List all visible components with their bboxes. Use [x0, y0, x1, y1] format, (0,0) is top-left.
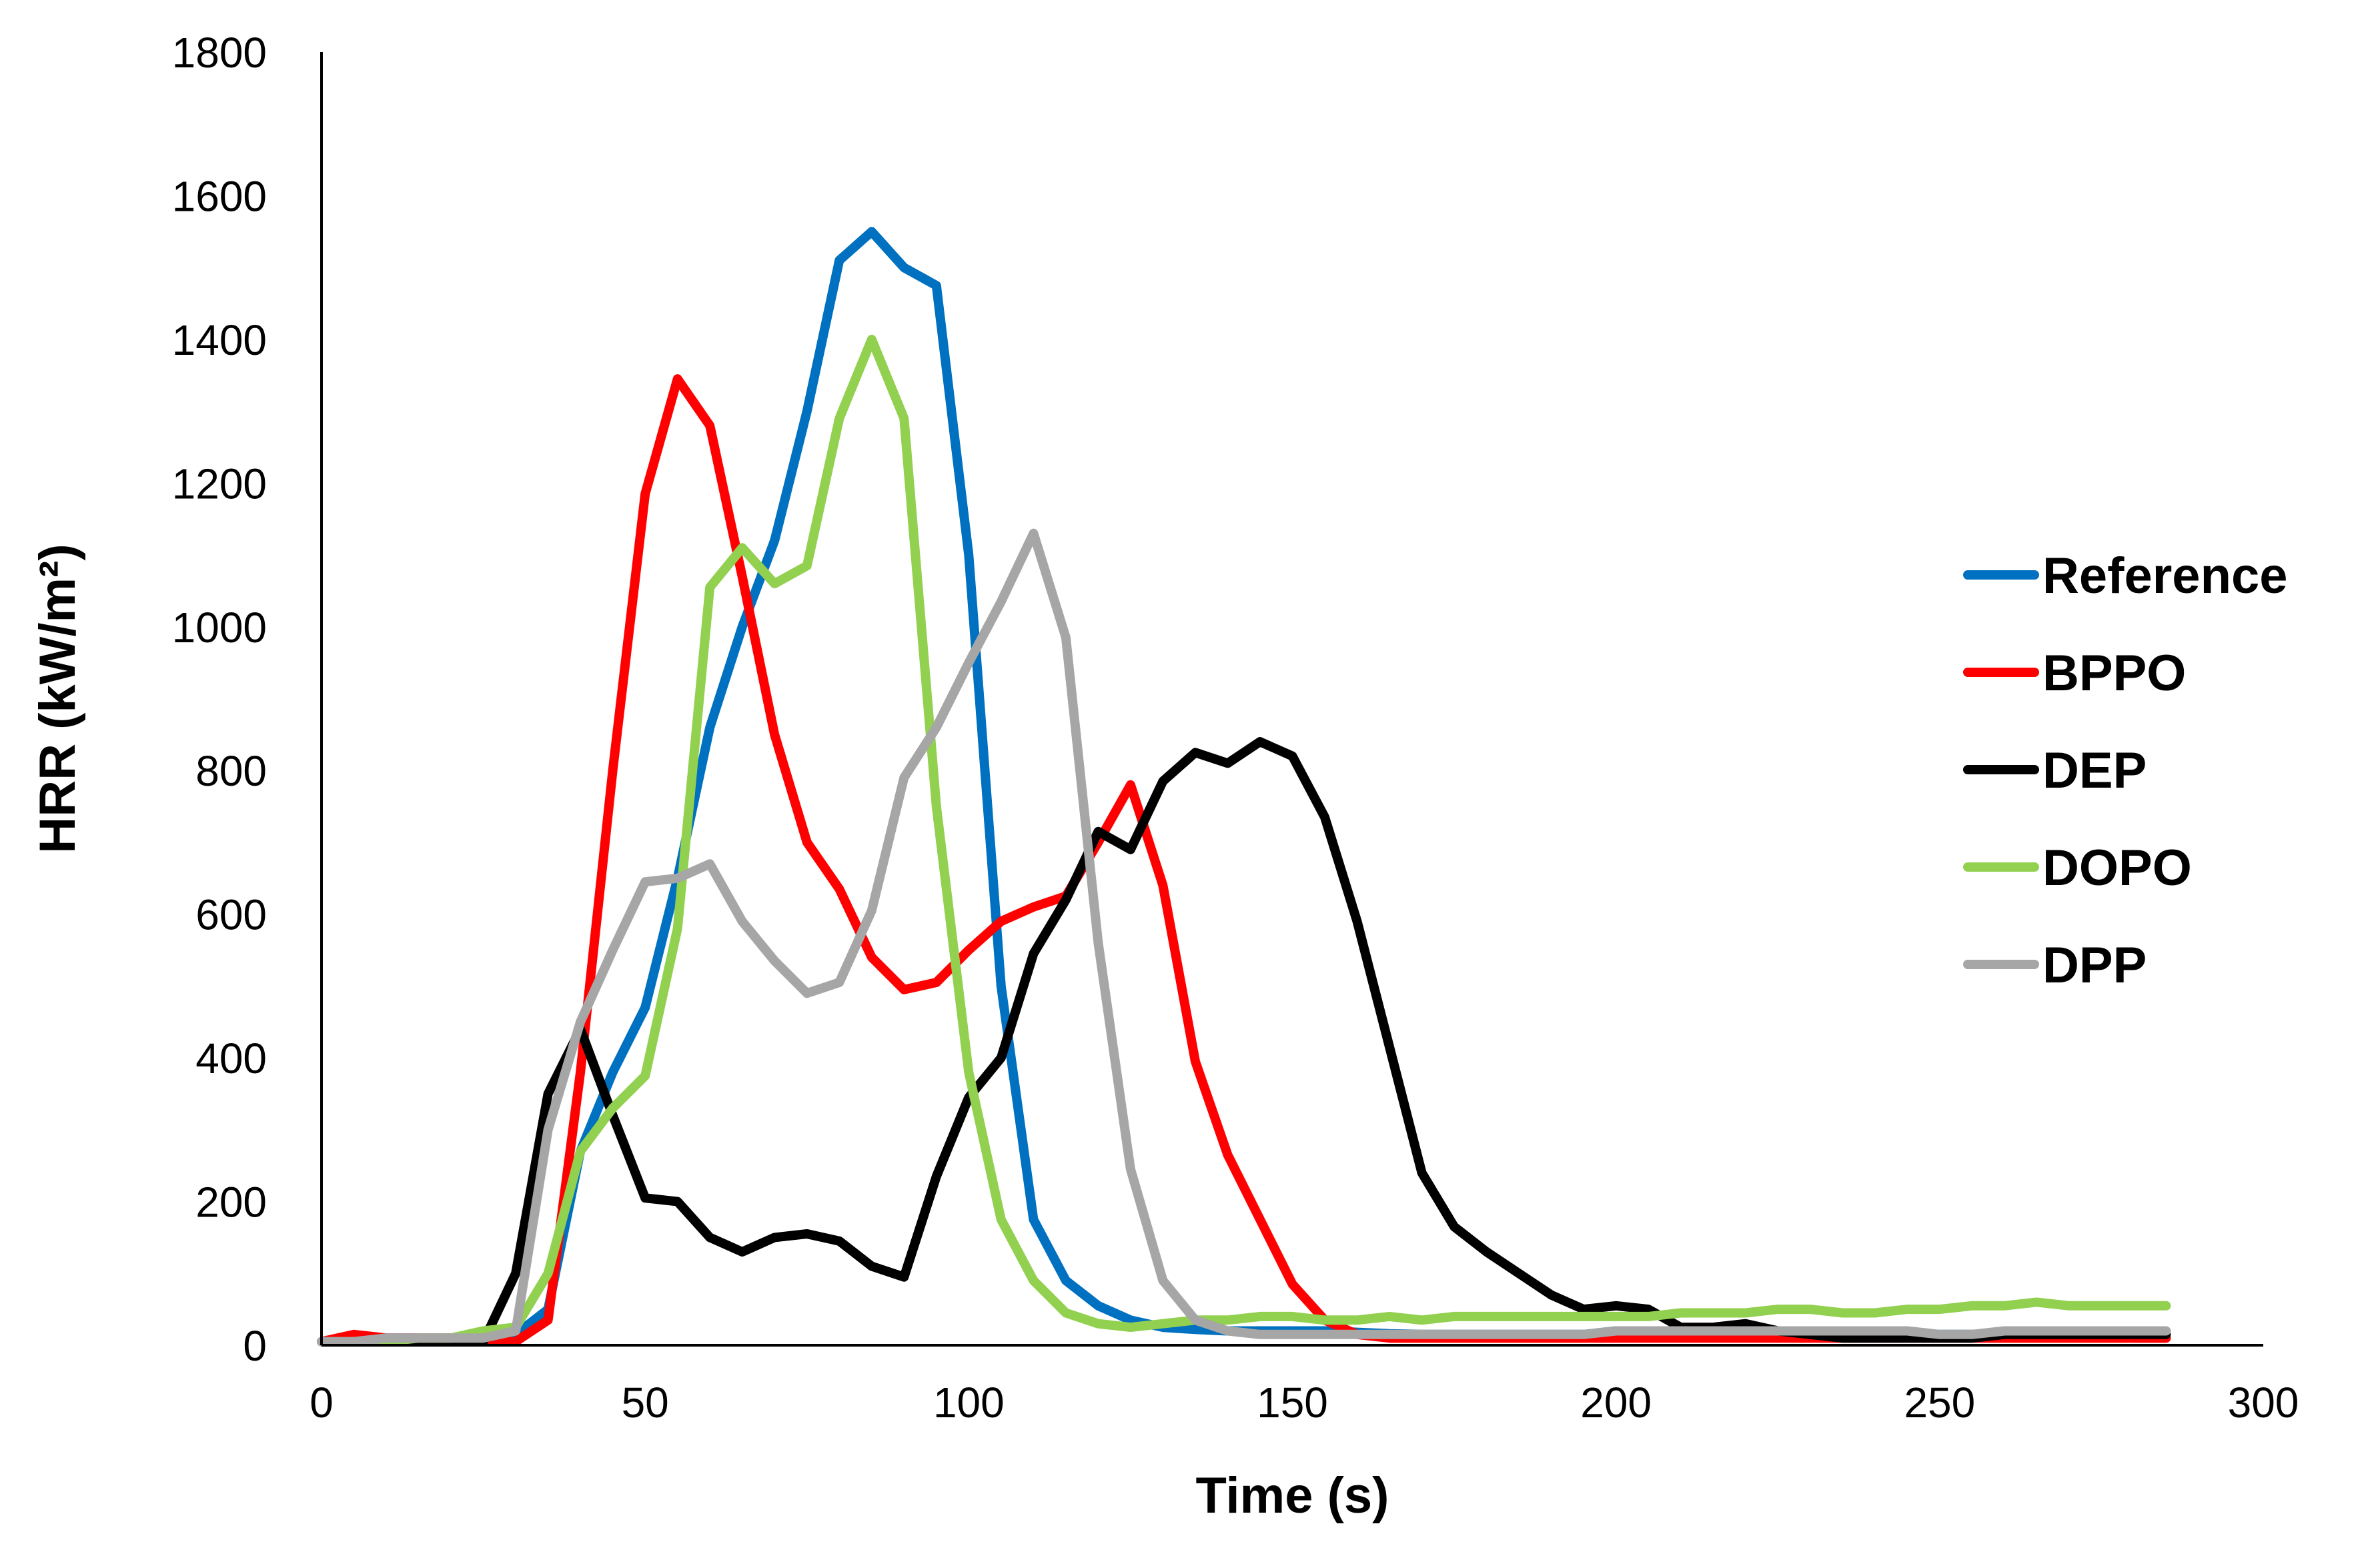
legend-label-dpp: DPP: [2042, 937, 2147, 994]
y-tick-label: 200: [195, 1179, 267, 1227]
x-tick-label: 300: [2228, 1379, 2299, 1427]
series-line-reference: [317, 227, 2171, 1347]
y-tick-label: 400: [195, 1034, 267, 1082]
series-layer: [317, 227, 2171, 1347]
y-tick-label: 1200: [172, 460, 267, 508]
series-line-dpp: [317, 528, 2171, 1347]
x-tick-label: 0: [310, 1379, 334, 1427]
y-axis-title: HRR (kW/m²): [29, 544, 86, 853]
y-tick-label: 1400: [172, 316, 267, 364]
y-tick-label: 0: [243, 1322, 267, 1370]
y-tick-label: 1800: [172, 29, 267, 77]
legend-label-reference: Reference: [2042, 548, 2288, 604]
legend-label-dep: DEP: [2042, 742, 2147, 799]
x-tick-label: 50: [622, 1379, 669, 1427]
x-axis-title: Time (s): [1195, 1467, 1389, 1524]
series-line-bppo: [317, 374, 2171, 1347]
series-line-dopo: [317, 334, 2171, 1347]
x-tick-label: 200: [1580, 1379, 1652, 1427]
x-tick-label: 150: [1257, 1379, 1328, 1427]
x-tick-label: 100: [933, 1379, 1005, 1427]
x-tick-label: 250: [1904, 1379, 1975, 1427]
legend-label-bppo: BPPO: [2042, 645, 2186, 702]
y-tick-label: 1600: [172, 172, 267, 220]
y-tick-label: 600: [195, 891, 267, 939]
legend: Reference BPPO DEP DOPO DPP: [1963, 548, 2288, 994]
legend-label-dopo: DOPO: [2042, 840, 2192, 896]
y-tick-label: 1000: [172, 604, 267, 652]
axes-layer: [320, 52, 2263, 1347]
series-line-dep: [317, 737, 2171, 1347]
y-tick-label: 800: [195, 747, 267, 795]
ticks-layer: 0 200 400 600 800 1000 1200 1400 1600 1800 0 50 100 1…: [172, 29, 2299, 1427]
